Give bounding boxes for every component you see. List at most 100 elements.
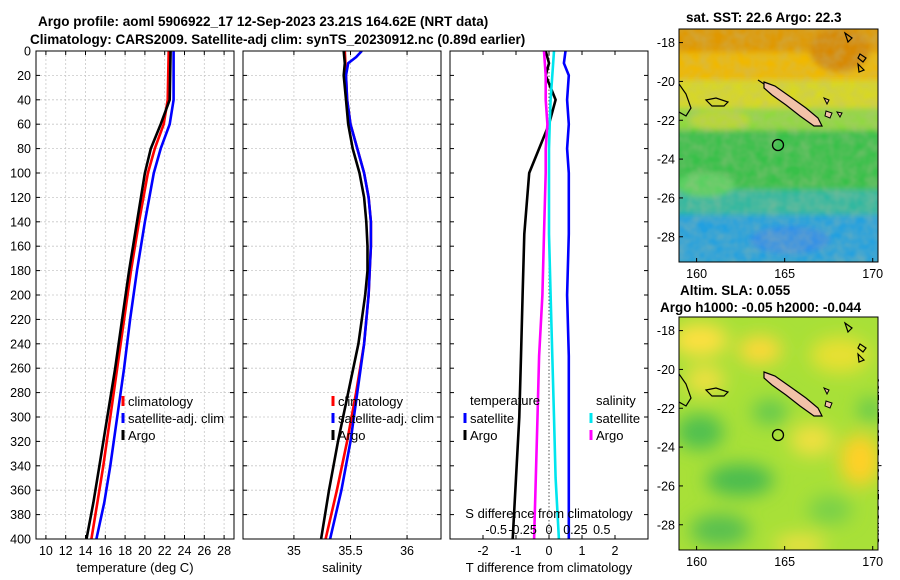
x-tick-label: 18 [118,544,132,558]
x-tick-label: 14 [79,544,93,558]
x-tick-label: -1 [510,544,521,558]
x-tick-label: 10 [39,544,53,558]
x-tick-label: 24 [178,544,192,558]
y-tick-label: 280 [10,386,31,400]
series-group [85,51,175,539]
x-tick-label: 12 [59,544,73,558]
map-y-tick-label: -26 [657,191,675,205]
legend: satellite Argo [463,411,514,443]
climatology-title: Climatology: CARS2009. Satellite-adj cli… [30,32,526,47]
y-tick-label: 60 [17,118,31,132]
x2-tick-label: 0 [546,523,553,537]
map-y-tick-label: -20 [657,75,675,89]
map-x-tick-label: 165 [774,555,795,569]
map-y-tick-label: -28 [657,518,675,532]
legend: climatology satellite-adj. clim Argo [121,394,224,443]
map-y-tick-label: -18 [657,324,675,338]
map-x-tick-label: 170 [862,267,883,281]
y-tick-label: 220 [10,313,31,327]
y-tick-label: 240 [10,337,31,351]
profile-title: Argo profile: aoml 5906922_17 12-Sep-202… [38,14,489,29]
legend-label: satellite [470,411,514,426]
legend-label: climatology [128,394,194,409]
map-y-tick-label: -24 [657,441,675,455]
map-y-tick-label: -22 [657,114,675,128]
x-axis-label: salinity [322,560,362,575]
s-satellite-diff-line [547,51,561,539]
temperature-axes: 10 12 14 16 18 20 22 24 26 28 temperature (deg C) 0… [10,45,235,575]
x-tick-label: 28 [217,544,231,558]
y-tick-label: 160 [10,240,31,254]
x-tick-label: 1 [579,544,586,558]
salinity-axes: 35 35.5 36 salinity climatology satellite-adj… [242,50,442,575]
legend: satellite Argo [589,411,640,443]
legend-label: satellite-adj. clim [338,411,434,426]
x-tick-label: 2 [612,544,619,558]
legend: climatology satellite-adj. clim Argo [331,394,434,443]
legend-label: satellite-adj. clim [128,411,224,426]
climatology-line [90,51,170,539]
x-tick-label: 36 [400,544,414,558]
map-y-tick-label: -28 [657,230,675,244]
t-satellite-diff-line [562,51,571,539]
map-y-tick-label: -22 [657,402,675,416]
legend-label: satellite [596,411,640,426]
difference-axes: -2 -1 0 1 2 T difference from climatology temp… [449,50,649,575]
x-tick-label: 35.5 [338,544,362,558]
legend-label: Argo [128,428,155,443]
x-tick-label: -2 [477,544,488,558]
x-tick-label: 22 [158,544,172,558]
series-group [319,51,373,539]
x-axis-label: temperature (deg C) [76,560,193,575]
y-tick-label: 0 [24,45,31,59]
s-argo-diff-line [532,51,549,539]
legend-label: climatology [338,394,404,409]
map-x-tick-label: 165 [774,267,795,281]
satellite-clim-line [95,51,175,539]
y-tick-label: 360 [10,484,31,498]
map-y-tick-label: -18 [657,36,675,50]
x2-axis-label: S difference from climatology [465,506,633,521]
map-x-tick-label: 160 [686,267,707,281]
argo-line [319,51,369,539]
y-tick-label: 380 [10,508,31,522]
x2-tick-label: -0.25 [508,523,537,537]
map-x-tick-label: 170 [862,555,883,569]
y-tick-label: 100 [10,167,31,181]
map-x-tick-label: 160 [686,555,707,569]
map-y-tick-label: -26 [657,479,675,493]
map-y-tick-label: -20 [657,363,675,377]
map-y-tick-label: -24 [657,153,675,167]
y-tick-label: 140 [10,215,31,229]
x-tick-label: 26 [197,544,211,558]
x-tick-label: 35 [287,544,301,558]
sst-map: 160 165 170 -18 -20 -22 -24 -26 -28 [657,28,883,281]
argo-height-title: Argo h1000: -0.05 h2000: -0.044 [660,300,862,315]
x-axis-label: T difference from climatology [466,560,633,575]
x-tick-label: 16 [98,544,112,558]
legend-title-temperature: temperature [470,393,540,408]
sla-map-title: Altim. SLA: 0.055 [680,283,791,298]
x-tick-label: 20 [138,544,152,558]
y-tick-label: 80 [17,142,31,156]
satellite-clim-line [328,51,373,539]
series-group [511,51,571,539]
y-tick-label: 200 [10,289,31,303]
y-tick-label: 260 [10,362,31,376]
y-tick-label: 340 [10,459,31,473]
y-tick-label: 180 [10,264,31,278]
y-tick-label: 40 [17,93,31,107]
argo-line [85,51,172,539]
x2-tick-label: 0.5 [593,523,610,537]
sst-map-title: sat. SST: 22.6 Argo: 22.3 [686,10,842,25]
legend-title-salinity: salinity [596,393,636,408]
legend-label: Argo [338,428,365,443]
legend-label: Argo [470,428,497,443]
x-tick-label: 0 [546,544,553,558]
y-tick-label: 20 [17,69,31,83]
x2-tick-label: -0.5 [485,523,507,537]
y-tick-label: 400 [10,533,31,547]
sla-map: 160 165 170 -18 -20 -22 -24 -26 -28 [657,316,883,569]
legend-label: Argo [596,428,623,443]
